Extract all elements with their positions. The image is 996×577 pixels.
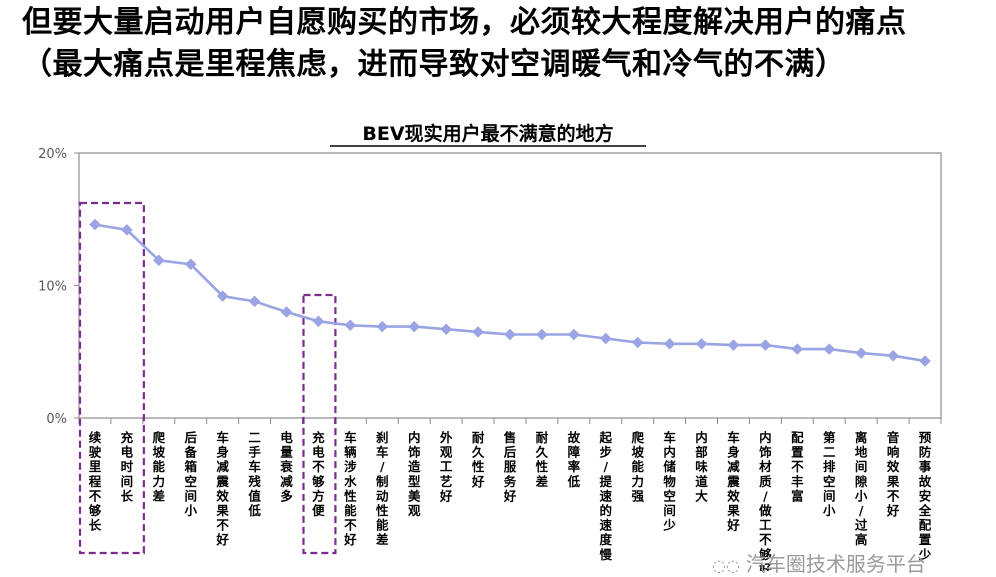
x-tick-label: 售后服务好 [503, 430, 517, 503]
plot-frame [78, 152, 942, 419]
data-point [791, 343, 804, 355]
data-point [536, 328, 548, 341]
chart-title: BEV现实用户最不满意的地方 [362, 122, 613, 145]
headline-line-1: 但要大量启动用户自愿购买的市场，必须较大程度解决用户的痛点 [22, 5, 907, 40]
x-tick-label: 外观工艺好 [439, 430, 453, 503]
data-point [280, 306, 293, 318]
x-tick-label: 充电不够方便 [311, 430, 325, 518]
data-point [472, 326, 484, 338]
y-tick-label: 0% [46, 412, 67, 427]
data-point [184, 258, 197, 271]
data-point [663, 337, 676, 350]
x-tick-label: 续驶里程不够长 [88, 430, 102, 533]
watermark: ◌◌ 汽车圈技术服务平台 [712, 548, 926, 577]
x-tick-label: 电量衰减多 [279, 430, 293, 503]
x-tick-label: 车身减震效果不好 [215, 430, 229, 547]
series-line [94, 223, 926, 363]
data-point [376, 320, 389, 333]
y-tick-label: 10% [38, 280, 67, 295]
data-point [504, 328, 516, 341]
data-point [823, 343, 836, 355]
data-point [89, 218, 101, 231]
data-point [727, 339, 740, 351]
x-tick-label: 配置不丰富 [791, 430, 804, 503]
y-tick-label: 20% [38, 147, 67, 162]
data-point [567, 328, 580, 341]
x-tick-label: 预防事故安全配置少 [918, 430, 932, 562]
x-tick-label: 后备箱空间小 [183, 430, 197, 518]
x-tick-label: 爬坡能力强 [630, 430, 644, 503]
x-tick-label: 起步/提速的速度慢 [599, 430, 613, 562]
data-point [216, 290, 229, 302]
x-tick-label: 音响效果不好 [886, 430, 900, 518]
x-tick-label: 车辆涉水性能不好 [343, 430, 357, 547]
data-point [121, 223, 133, 236]
data-point [408, 320, 421, 333]
x-tick-label: 充电时间长 [121, 430, 134, 503]
x-tick-label: 故障率低 [567, 430, 581, 489]
x-tick-label: 第二排空间小 [822, 430, 836, 518]
x-tick-label: 二手车残值低 [247, 430, 261, 518]
x-tick-label: 耐久性好 [471, 430, 485, 489]
x-tick-label: 内部味道大 [695, 430, 708, 503]
watermark-text: 汽车圈技术服务平台 [745, 552, 926, 576]
data-point [631, 336, 644, 349]
highlight-box [302, 293, 337, 555]
x-tick-label: 车内储物空间少 [662, 430, 676, 533]
data-point [344, 319, 357, 332]
data-point [312, 315, 325, 328]
data-point [152, 254, 165, 267]
x-tick-label: 离地间隙小/过高 [854, 430, 868, 547]
x-tick-label: 爬坡能力差 [152, 430, 166, 503]
x-tick-label: 车身减震效果好 [726, 430, 740, 533]
x-tick-label: 内饰材质/做工不够好 [758, 430, 772, 571]
x-tick-label: 刹车/制动性能差 [375, 430, 389, 547]
data-point [440, 323, 453, 336]
data-point [599, 332, 612, 345]
headline-line-2: （最大痛点是里程焦虑，进而导致对空调暖气和冷气的不满） [22, 47, 846, 82]
data-point [919, 355, 931, 367]
wechat-icon: ◌◌ [712, 556, 740, 575]
x-tick-label: 内饰造型美观 [407, 430, 421, 518]
data-point [759, 339, 772, 351]
headline: 但要大量启动用户自愿购买的市场，必须较大程度解决用户的痛点 （最大痛点是里程焦虑… [22, 2, 982, 86]
data-point [855, 347, 868, 359]
x-tick-label: 耐久性差 [535, 430, 549, 489]
data-point [248, 295, 261, 308]
highlight-box [78, 201, 145, 555]
data-point [887, 349, 899, 362]
data-point [695, 337, 708, 350]
